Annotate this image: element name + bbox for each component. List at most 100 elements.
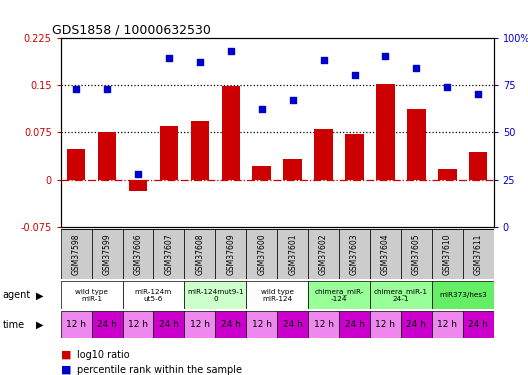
Bar [401, 229, 432, 279]
Point [350, 72, 359, 78]
Point [134, 171, 142, 177]
Bar [401, 311, 432, 338]
Text: 24 h: 24 h [282, 320, 303, 329]
Point [165, 56, 173, 62]
Point [72, 86, 80, 92]
Bar [61, 281, 122, 309]
Text: GSM37600: GSM37600 [257, 233, 266, 275]
Text: GSM37604: GSM37604 [381, 233, 390, 275]
Text: 12 h: 12 h [66, 320, 86, 329]
Bar [184, 281, 246, 309]
Bar [252, 166, 271, 180]
Bar [246, 311, 277, 338]
Text: GSM37609: GSM37609 [227, 233, 235, 275]
Bar [463, 229, 494, 279]
Bar [92, 311, 122, 338]
Text: 12 h: 12 h [375, 320, 395, 329]
Bar [159, 126, 178, 180]
Point [258, 106, 266, 112]
Bar [438, 170, 457, 180]
Bar [308, 229, 339, 279]
Bar [370, 229, 401, 279]
Point [474, 92, 483, 98]
Bar [122, 281, 184, 309]
Text: 24 h: 24 h [468, 320, 488, 329]
Text: 12 h: 12 h [252, 320, 272, 329]
Text: miR-124mut9-1
0: miR-124mut9-1 0 [187, 289, 243, 302]
Bar [246, 229, 277, 279]
Bar [308, 281, 370, 309]
Bar [246, 281, 308, 309]
Text: ▶: ▶ [36, 290, 43, 300]
Bar [432, 281, 494, 309]
Bar [92, 229, 122, 279]
Bar [184, 311, 215, 338]
Bar [61, 311, 92, 338]
Text: 24 h: 24 h [345, 320, 364, 329]
Point [412, 65, 421, 71]
Point [288, 97, 297, 103]
Point [381, 54, 390, 60]
Bar [67, 149, 86, 180]
Text: agent: agent [3, 290, 31, 300]
Text: chimera_miR-
-124: chimera_miR- -124 [314, 288, 364, 302]
Text: 24 h: 24 h [97, 320, 117, 329]
Bar [370, 281, 432, 309]
Text: GDS1858 / 10000632530: GDS1858 / 10000632530 [52, 23, 211, 36]
Text: GSM37608: GSM37608 [195, 233, 204, 275]
Bar [222, 86, 240, 180]
Point [443, 84, 451, 90]
Bar [463, 311, 494, 338]
Point [196, 59, 204, 65]
Text: 12 h: 12 h [314, 320, 334, 329]
Bar [215, 311, 246, 338]
Text: GSM37603: GSM37603 [350, 233, 359, 275]
Bar [432, 311, 463, 338]
Bar [61, 229, 92, 279]
Bar [308, 311, 339, 338]
Text: ■: ■ [61, 350, 71, 360]
Point [103, 86, 111, 92]
Text: log10 ratio: log10 ratio [77, 350, 129, 360]
Bar [432, 229, 463, 279]
Text: GSM37605: GSM37605 [412, 233, 421, 275]
Text: ▶: ▶ [36, 320, 43, 330]
Text: 12 h: 12 h [190, 320, 210, 329]
Text: GSM37598: GSM37598 [72, 233, 81, 275]
Bar [370, 311, 401, 338]
Text: GSM37610: GSM37610 [443, 233, 452, 275]
Text: percentile rank within the sample: percentile rank within the sample [77, 365, 242, 375]
Bar [277, 229, 308, 279]
Text: GSM37607: GSM37607 [164, 233, 174, 275]
Bar [345, 134, 364, 180]
Text: 24 h: 24 h [221, 320, 241, 329]
Bar [277, 311, 308, 338]
Bar [98, 132, 116, 180]
Text: miR373/hes3: miR373/hes3 [439, 292, 487, 298]
Bar [407, 109, 426, 180]
Bar [122, 311, 154, 338]
Text: 12 h: 12 h [128, 320, 148, 329]
Text: GSM37599: GSM37599 [102, 233, 111, 275]
Bar [469, 152, 487, 180]
Point [319, 57, 328, 63]
Text: miR-124m
ut5-6: miR-124m ut5-6 [135, 289, 172, 302]
Bar [154, 229, 184, 279]
Text: chimera_miR-1
24-1: chimera_miR-1 24-1 [374, 288, 428, 302]
Text: 12 h: 12 h [437, 320, 457, 329]
Bar [339, 229, 370, 279]
Point [227, 48, 235, 54]
Text: wild type
miR-124: wild type miR-124 [261, 289, 294, 302]
Text: time: time [3, 320, 25, 330]
Text: GSM37601: GSM37601 [288, 233, 297, 275]
Text: 24 h: 24 h [407, 320, 426, 329]
Text: ■: ■ [61, 365, 71, 375]
Bar [191, 122, 209, 180]
Text: GSM37602: GSM37602 [319, 233, 328, 275]
Bar [129, 180, 147, 191]
Text: wild type
miR-1: wild type miR-1 [75, 289, 108, 302]
Bar [314, 129, 333, 180]
Text: 24 h: 24 h [159, 320, 179, 329]
Bar [339, 311, 370, 338]
Text: GSM37611: GSM37611 [474, 233, 483, 275]
